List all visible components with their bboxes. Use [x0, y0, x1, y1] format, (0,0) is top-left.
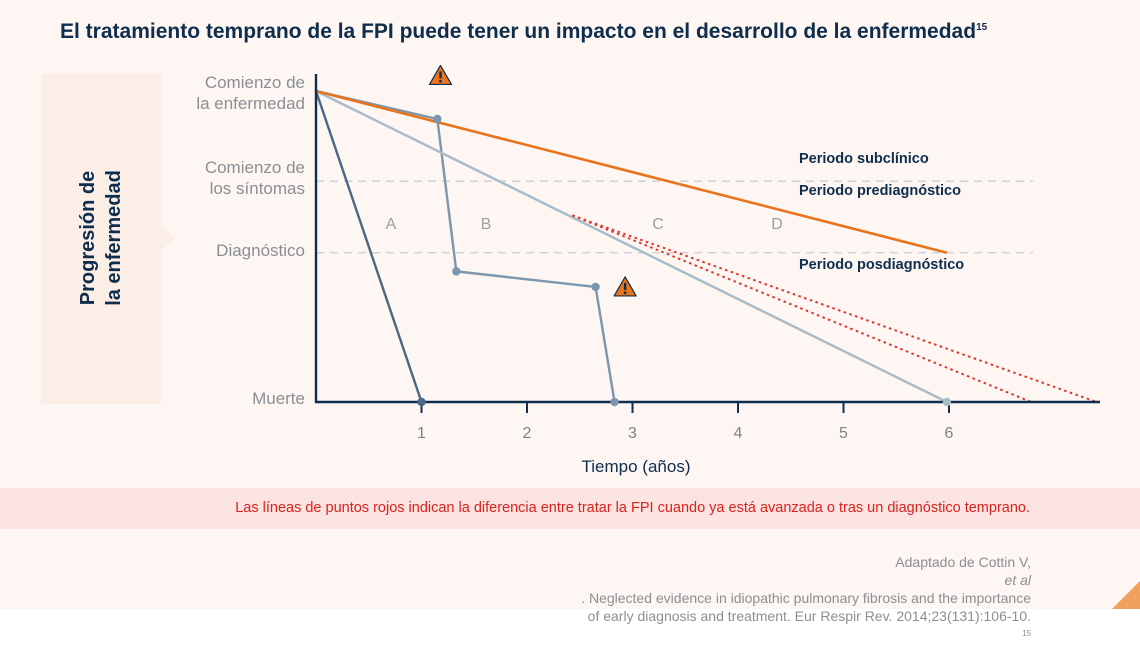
note-band — [0, 488, 1140, 529]
series-line-dotted-4 — [571, 214, 1032, 403]
x-tick-label-1: 1 — [417, 425, 426, 442]
x-axis-title: Tiempo (años) — [581, 457, 691, 476]
warning-mark-bar — [623, 282, 627, 290]
data-point-c-0 — [942, 397, 952, 407]
series-line-d — [315, 89, 948, 254]
data-point-b-0 — [433, 114, 442, 124]
series-line-dotted-5 — [572, 214, 1098, 403]
data-point-b-3 — [610, 397, 619, 407]
y-label-symptom-onset: Comienzo de los síntomas — [204, 158, 305, 198]
x-tick-label-3: 3 — [628, 425, 637, 442]
corner-decoration — [1112, 581, 1140, 609]
source-citation: Adaptado de Cottin V, et al. Neglected e… — [581, 554, 1031, 638]
x-tick-label-2: 2 — [522, 425, 532, 442]
series-label-c: C — [652, 216, 664, 233]
band-label-subclinical: Periodo subclínico — [799, 151, 929, 167]
data-point-a-0 — [417, 397, 426, 407]
page-title: El tratamiento temprano de la FPI puede … — [60, 20, 988, 43]
warning-icon — [428, 64, 453, 86]
y-label-disease-onset: Comienzo de la enfermedad — [196, 73, 305, 113]
band-label-prediagnostic: Periodo prediagnóstico — [799, 183, 961, 199]
series-line-b — [315, 89, 616, 403]
warning-mark-dot — [623, 291, 627, 295]
data-point-b-1 — [452, 267, 461, 276]
note-text: Las líneas de puntos rojos indican la di… — [235, 500, 1030, 516]
series-label-b: B — [480, 216, 492, 233]
series-line-c — [315, 89, 948, 404]
warning-icon — [613, 276, 637, 297]
band-label-postdiagnostic: Periodo posdiagnóstico — [799, 257, 965, 273]
series-label-a: A — [385, 216, 397, 233]
series-label-d: D — [771, 216, 783, 233]
warning-mark-dot — [439, 79, 442, 83]
y-label-death: Muerte — [252, 389, 305, 408]
warning-mark-bar — [439, 71, 442, 79]
chart-plot — [314, 64, 1100, 413]
x-tick-label-4: 4 — [733, 425, 743, 442]
x-tick-label-6: 6 — [944, 425, 954, 442]
y-label-diagnosis: Diagnóstico — [216, 241, 305, 260]
y-axis-panel — [41, 74, 161, 404]
y-axis-panel-arrow — [161, 225, 175, 251]
x-tick-label-5: 5 — [839, 425, 848, 442]
series-line-a — [314, 90, 423, 403]
data-point-b-2 — [591, 282, 600, 292]
